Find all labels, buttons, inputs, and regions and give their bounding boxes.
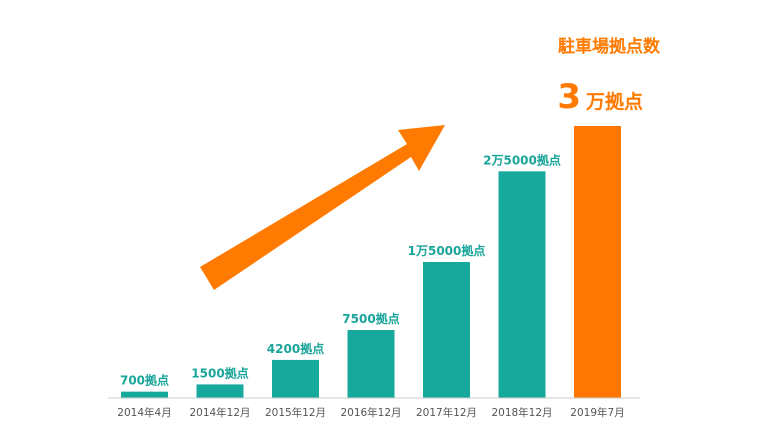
data-label-4: 7500拠点 [342,311,399,326]
x-tick-label-1: 2014年4月 [117,406,171,419]
chart-title: 駐車場拠点数 [558,36,661,57]
data-label-1: 700拠点 [120,373,169,388]
x-tick-label-7: 2019年7月 [570,406,624,419]
data-label-6: 2万5000拠点 [483,152,561,167]
x-tick-label-5: 2017年12月 [416,406,477,419]
bar-2 [196,384,244,398]
bar-7 [574,126,621,398]
highlight-number: 3 [557,77,581,117]
data-label-2: 1500拠点 [191,365,248,380]
x-tick-label-6: 2018年12月 [491,406,552,419]
bar-1 [121,391,168,398]
highlight-unit: 万拠点 [585,90,643,113]
bar-6 [498,171,546,398]
trend-arrow [200,125,445,290]
x-tick-label-3: 2015年12月 [265,406,326,419]
bar-4 [347,330,395,398]
x-tick-label-4: 2016年12月 [340,406,401,419]
x-tick-label-2: 2014年12月 [189,406,250,419]
bar-3 [272,359,319,398]
data-label-3: 4200拠点 [267,341,324,356]
data-label-5: 1万5000拠点 [408,243,486,258]
bar-5 [423,262,470,398]
